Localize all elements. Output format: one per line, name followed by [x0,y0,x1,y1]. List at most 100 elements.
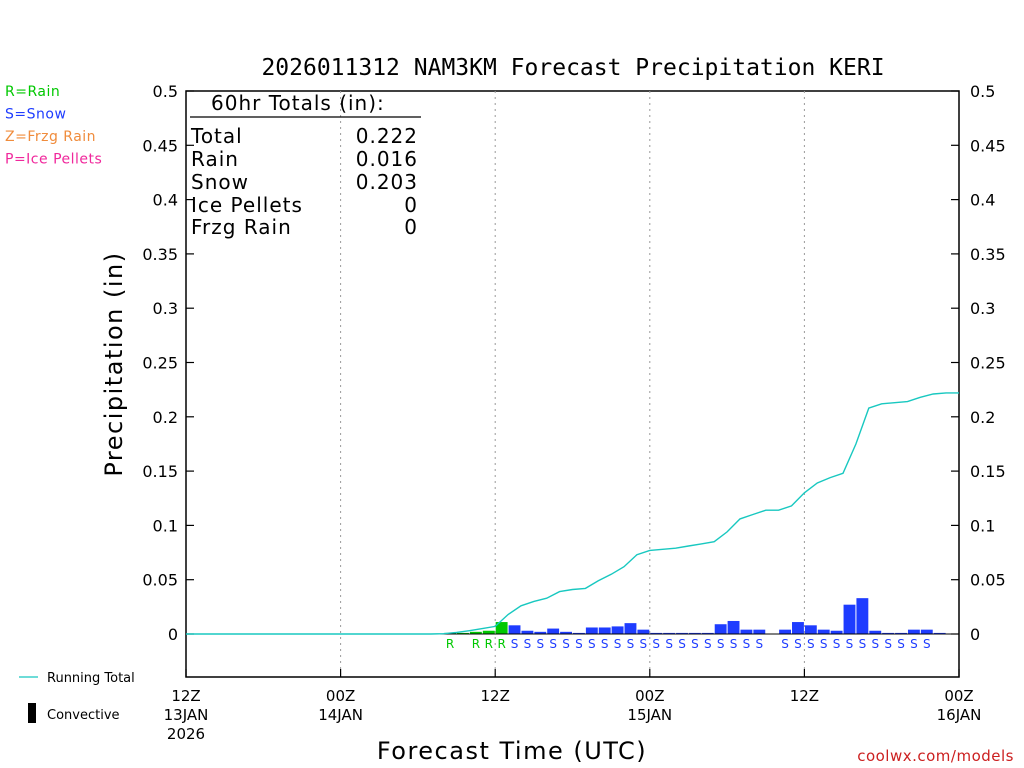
y-axis-label: Precipitation (in) [100,251,128,476]
precip-type-label: S [833,637,841,651]
running-total-series [186,392,959,635]
y-tick-label-left: 0.5 [153,82,178,101]
totals-label-total: Total [190,124,243,148]
precip-bar [688,632,701,634]
y-tick-label-left: 0 [168,625,178,644]
precip-bar [495,622,508,634]
precip-bar [624,623,637,634]
x-tick-time: 12Z [171,687,200,705]
precip-type-label: S [627,637,635,651]
precip-type-label: S [588,637,596,651]
totals-label-snow: Snow [191,170,249,194]
precip-bar [740,629,753,634]
precip-bar [701,632,714,634]
precip-bars [186,598,959,635]
y-tick-label-right: 0.05 [970,571,1006,590]
precip-type-label: S [859,637,867,651]
y-tick-label-right: 0.15 [970,462,1006,481]
precip-bar [637,629,650,634]
precip-type-label: S [743,637,751,651]
precip-type-label: R [497,637,505,651]
precip-type-label: S [910,637,918,651]
totals-value-rain: 0.016 [356,147,418,171]
precip-type-label: S [678,637,686,651]
y-tick-label-left: 0.2 [153,408,178,427]
precip-bar [457,632,469,634]
precip-bar [882,632,895,634]
x-tick-time: 00Z [326,687,355,705]
totals-value-total: 0.222 [356,124,418,148]
x-tick-time: 12Z [481,687,510,705]
x-tick-year: 2026 [167,725,205,743]
precip-type-label: R [485,637,493,651]
precip-bar [920,629,933,634]
precip-bar [817,629,830,634]
precip-bar [482,630,495,634]
totals-label-frzg-rain: Frzg Rain [191,215,292,239]
chart-title: 2026011312 NAM3KM Forecast Precipitation… [261,55,884,81]
y-tick-label-right: 0.45 [970,136,1006,155]
totals-value-frzg-rain: 0 [404,215,418,239]
y-tick-label-right: 0.2 [970,408,995,427]
y-axis-right: 0 0.05 0.1 0.15 0.2 0.25 0.3 0.35 0.4 0.45 0.5 [951,82,1006,644]
precip-bar [907,629,920,634]
precip-bar [895,632,907,634]
precip-type-key: R=Rain S=Snow Z=Frzg Rain P=Ice Pellets [5,84,102,168]
precip-type-label: S [923,637,931,651]
y-axis-left: 0 0.05 0.1 0.15 0.2 0.25 0.3 0.35 0.4 0.45 0.5 [142,82,194,644]
precip-type-label: S [884,637,892,651]
x-tick-date: 13JAN [164,706,209,724]
precip-bar [534,631,547,634]
precip-bar [869,630,882,634]
precip-bar [573,632,585,634]
type-key-p: P=Ice Pellets [5,152,102,168]
precip-type-label: S [536,637,544,651]
precip-bar [804,625,817,634]
type-key-r: R=Rain [5,84,60,100]
precip-type-label: S [820,637,828,651]
y-tick-label-right: 0.1 [970,516,995,535]
y-tick-label-right: 0.3 [970,299,995,318]
type-key-z: Z=Frzg Rain [5,129,96,145]
precip-bar [650,632,663,634]
y-tick-label-right: 0.4 [970,191,995,210]
precip-bar [753,629,766,634]
precip-bar [933,632,946,634]
precip-type-label: S [575,637,583,651]
plot-frame [185,90,960,678]
precip-bar [830,630,843,634]
precip-bar [598,627,611,634]
precip-bar [547,628,560,634]
precip-bar [727,620,740,634]
totals-value-ice-pellets: 0 [404,193,418,217]
precip-type-label: S [640,637,648,651]
convective-legend-label: Convective [47,708,120,723]
x-tick-date: 15JAN [627,706,672,724]
precip-bar [663,632,676,634]
precip-type-label: R [472,637,480,651]
x-axis-label: Forecast Time (UTC) [377,737,647,765]
totals-label-ice-pellets: Ice Pellets [191,193,303,217]
totals-box: 60hr Totals (in): Total 0.222 Rain 0.016… [190,91,421,239]
type-key-s: S=Snow [5,107,66,123]
precip-type-label: S [755,637,763,651]
y-tick-label-right: 0.35 [970,245,1006,264]
precip-type-label: S [794,637,802,651]
precip-type-label: S [717,637,725,651]
x-tick-time: 00Z [635,687,664,705]
precip-bar [611,626,624,634]
precip-type-label: S [871,637,879,651]
precip-bar [521,630,534,634]
precip-type-label: S [549,637,557,651]
precip-type-label: S [601,637,609,651]
precip-type-label: S [665,637,673,651]
precip-type-label: S [691,637,699,651]
precip-bar [560,631,572,634]
precip-type-label: S [524,637,532,651]
y-tick-label-left: 0.45 [142,136,178,155]
precip-bar [676,632,688,634]
precip-type-label: S [807,637,815,651]
